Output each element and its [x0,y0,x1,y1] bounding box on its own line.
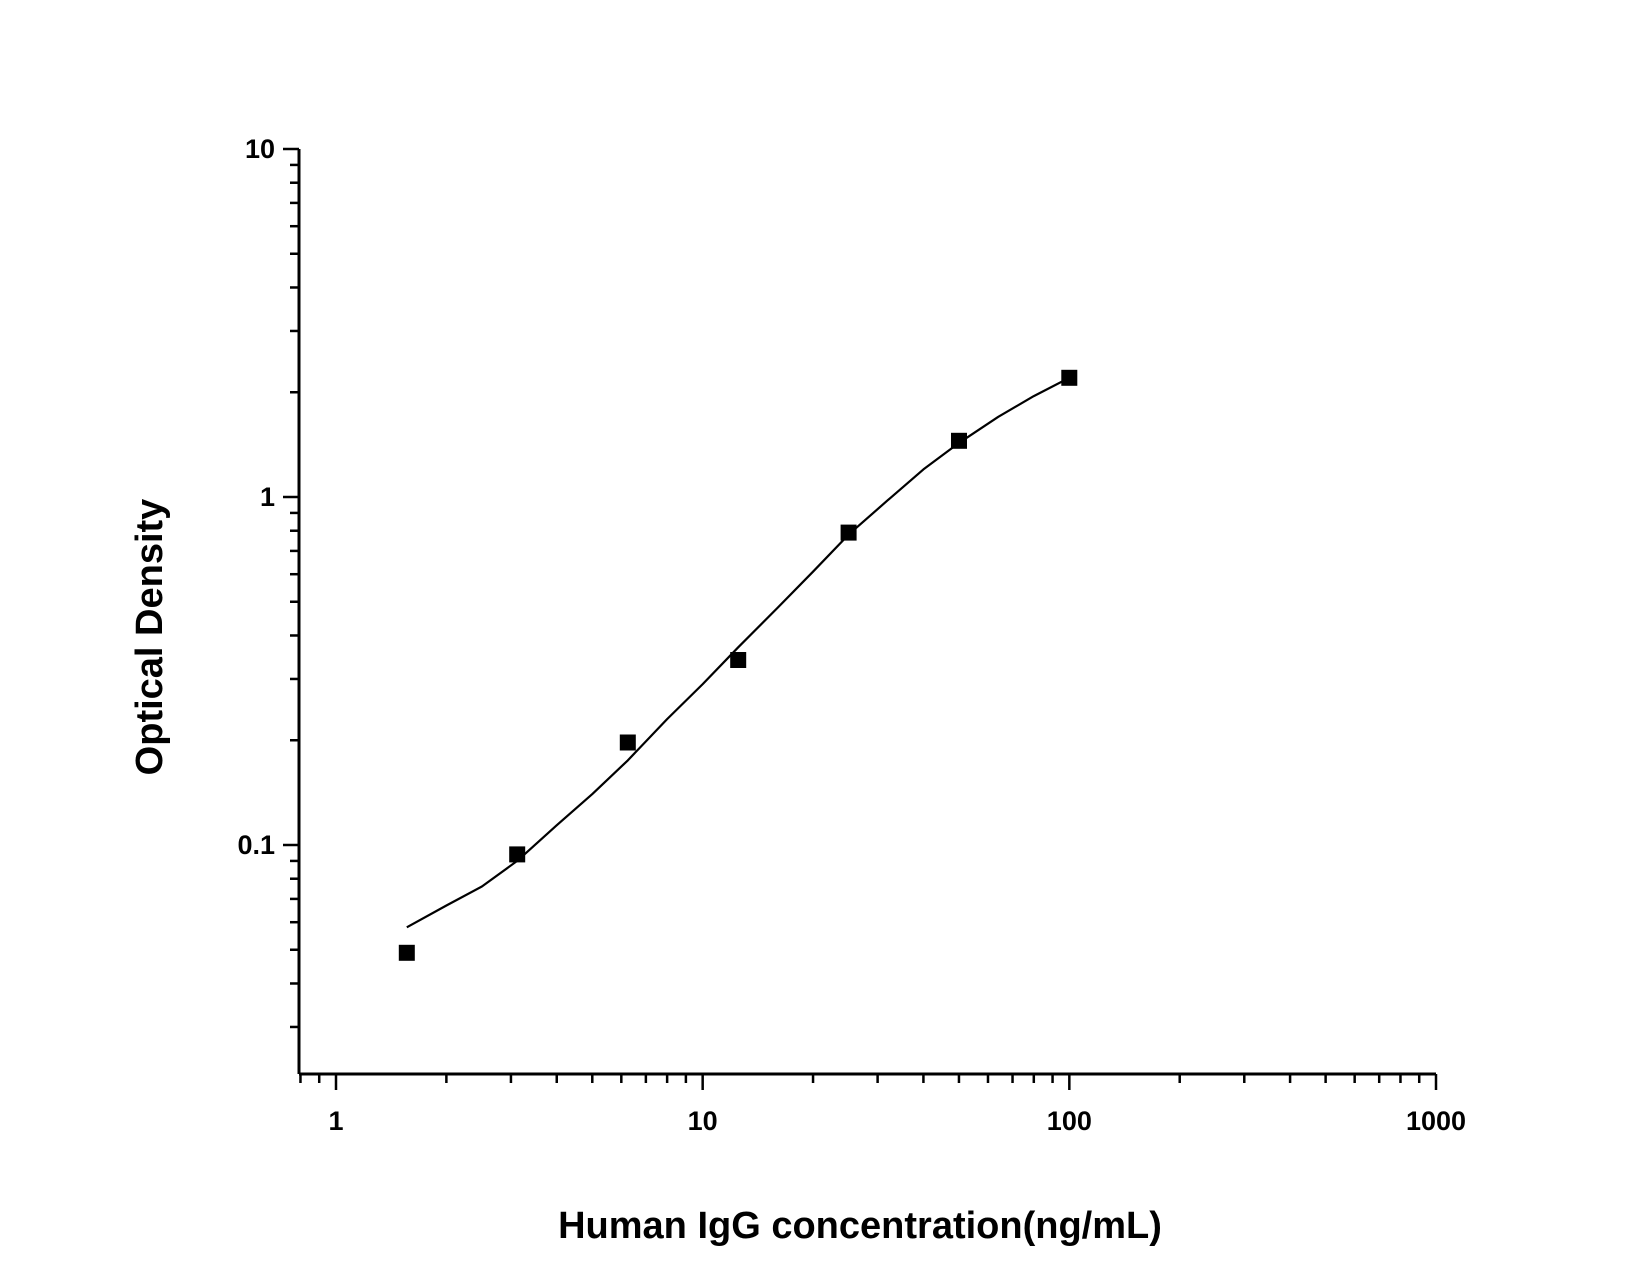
y-tick-label: 0.1 [237,830,275,860]
y-tick-label: 10 [245,134,275,164]
data-point [951,432,967,449]
x-tick-label: 100 [1047,1106,1092,1136]
data-points-layer [398,369,1078,961]
data-point [398,944,415,961]
y-tick-label: 1 [260,482,275,512]
data-point [509,846,526,863]
data-point [840,524,857,541]
x-axis: 1 10 100 1000 [299,1072,1466,1136]
y-axis: 0.1 1 10 [237,134,301,1074]
data-point [1061,369,1078,386]
x-tick-label: 1000 [1406,1106,1466,1136]
data-point [730,652,747,668]
x-axis-title: Human IgG concentration(ng/mL) [558,1205,1162,1247]
x-tick-label: 10 [688,1106,718,1136]
data-point [619,734,636,751]
x-tick-label: 1 [328,1106,343,1136]
y-axis-title: Optical Density [129,499,171,776]
